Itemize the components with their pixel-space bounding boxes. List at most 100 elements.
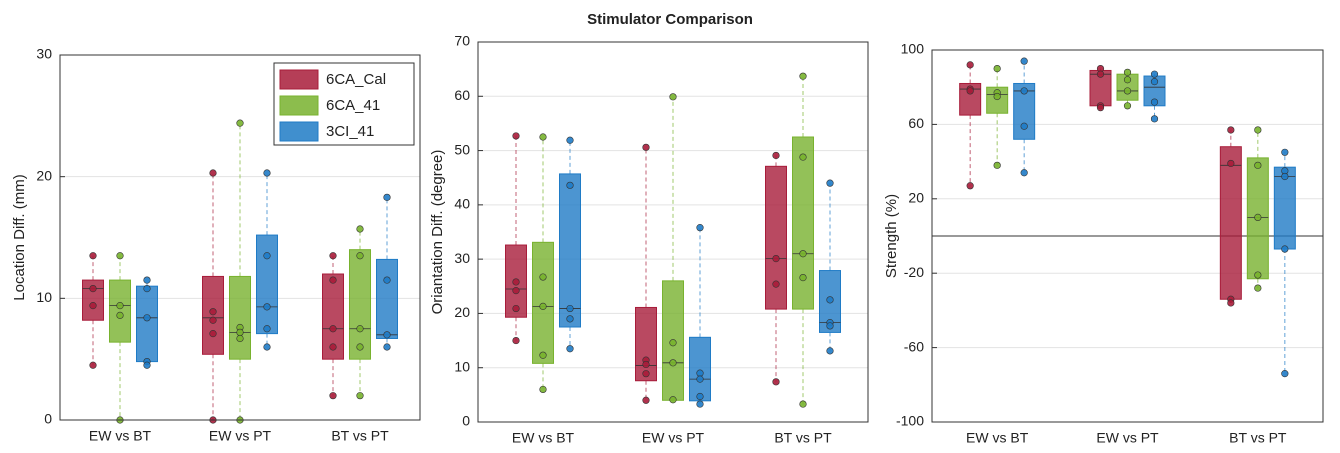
data-point [89, 302, 97, 310]
data-point [356, 225, 364, 233]
y-tick-label: 60 [908, 115, 924, 131]
data-point [1123, 102, 1132, 110]
data-point [1020, 87, 1028, 95]
data-point [1254, 126, 1262, 134]
data-point [1227, 299, 1235, 307]
data-point [642, 143, 650, 151]
box [229, 275, 251, 360]
data-point [642, 360, 650, 369]
data-point [669, 339, 677, 347]
box [792, 136, 814, 310]
data-point [826, 179, 834, 187]
data-point [539, 351, 547, 359]
data-point [383, 331, 391, 339]
data-point [642, 396, 650, 404]
data-point [263, 325, 271, 333]
y-tick-label: 40 [454, 196, 470, 212]
data-point [696, 400, 704, 408]
data-point [263, 169, 271, 177]
data-point [143, 361, 151, 369]
data-point [566, 304, 574, 313]
figure-title: Stimulator Comparison [587, 11, 753, 28]
data-point [512, 304, 520, 313]
data-point [116, 302, 124, 310]
legend-label: 6CA_41 [326, 97, 380, 114]
data-point [1150, 70, 1159, 78]
data-point [799, 250, 807, 258]
data-point [143, 285, 151, 293]
box [635, 306, 657, 382]
box [82, 279, 104, 321]
y-tick-label: 20 [454, 304, 470, 320]
data-point [1227, 126, 1235, 134]
data-point [383, 276, 391, 284]
data-point [512, 287, 520, 295]
x-tick-label: BT vs PT [1229, 430, 1287, 446]
data-point [116, 311, 124, 319]
legend-swatch [279, 95, 319, 116]
data-point [1150, 115, 1159, 123]
y-tick-label: -100 [896, 413, 924, 429]
legend-label: 6CA_Cal [326, 71, 386, 88]
data-point [1150, 98, 1159, 106]
data-point [1281, 148, 1289, 156]
axes-frame [931, 49, 1324, 423]
data-point [263, 252, 271, 260]
y-tick-label: 20 [908, 190, 924, 206]
x-tick-label: EW vs BT [89, 428, 152, 444]
axes-frame [59, 54, 421, 421]
data-point [329, 343, 337, 351]
data-point [329, 252, 337, 260]
data-point [1020, 57, 1028, 65]
y-axis-label: Oriantation Diff. (degree) [429, 150, 446, 315]
y-tick-label: 20 [36, 167, 52, 183]
data-point [1281, 172, 1289, 181]
box [765, 165, 787, 310]
data-point [356, 252, 364, 260]
data-point [329, 276, 337, 284]
data-point [263, 343, 271, 351]
data-point [512, 336, 520, 345]
data-point [826, 296, 834, 304]
box [959, 82, 982, 116]
data-point [669, 93, 677, 101]
data-point [356, 325, 364, 333]
data-point [799, 400, 807, 408]
data-point [1254, 271, 1262, 279]
box [109, 279, 131, 343]
data-point [696, 369, 704, 377]
y-tick-label: 10 [454, 358, 470, 374]
data-point [799, 274, 807, 282]
y-tick-label: 0 [462, 413, 470, 429]
box [1219, 146, 1242, 300]
data-point [236, 328, 244, 337]
data-point [966, 61, 974, 69]
data-point [696, 224, 704, 232]
data-point [1227, 159, 1235, 168]
y-tick-label: 60 [454, 87, 470, 103]
data-point [539, 273, 547, 281]
data-point [89, 285, 97, 293]
data-point [539, 302, 547, 310]
box [136, 285, 158, 363]
data-point [1123, 68, 1132, 76]
data-point [512, 278, 520, 286]
x-tick-label: EW vs PT [642, 430, 705, 446]
y-tick-label: 100 [901, 41, 925, 57]
data-point [799, 153, 807, 161]
box [1013, 82, 1036, 140]
y-axis-label: Location Diff. (mm) [11, 174, 28, 300]
box [559, 173, 581, 328]
data-point [566, 345, 574, 353]
data-point [696, 392, 704, 401]
data-point [826, 347, 834, 355]
data-point [356, 392, 364, 400]
x-tick-label: BT vs PT [331, 428, 389, 444]
data-point [209, 330, 217, 338]
data-point [89, 252, 97, 260]
data-point [566, 136, 574, 144]
data-point [772, 280, 780, 288]
data-point [329, 325, 337, 333]
